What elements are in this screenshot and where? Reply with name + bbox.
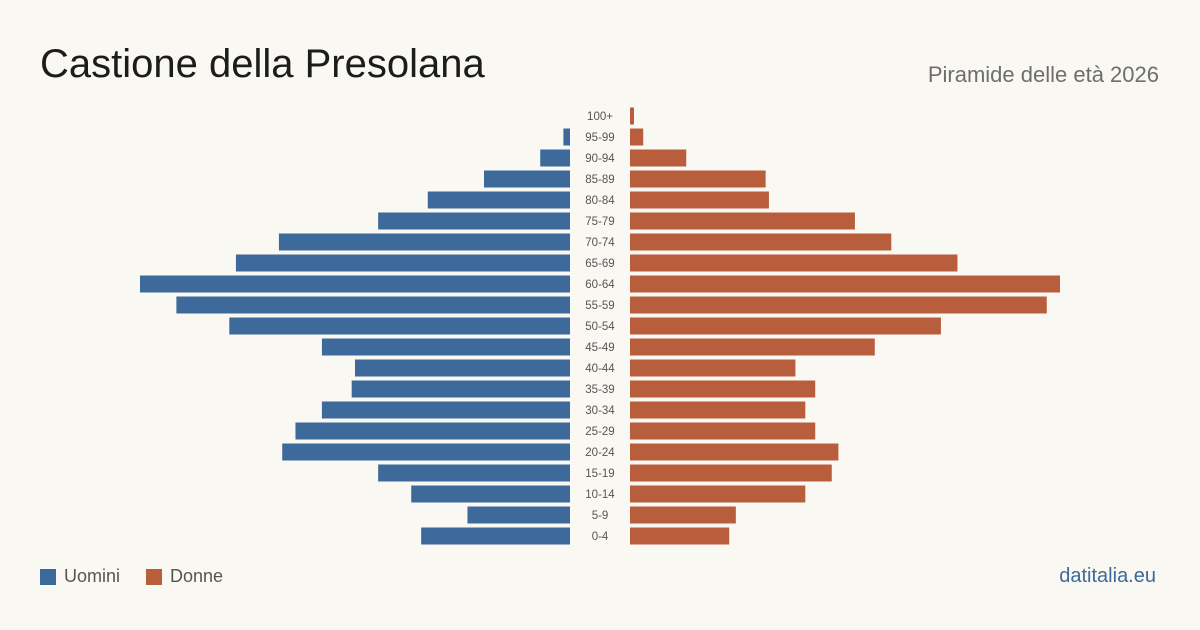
chart-subtitle: Piramide delle età 2026 [927, 62, 1159, 87]
bar-women-20-24 [630, 443, 839, 461]
legend-label-men: Uomini [64, 566, 121, 586]
age-label-5-9: 5-9 [592, 510, 609, 522]
bar-women-55-59 [630, 296, 1047, 314]
bar-women-60-64 [630, 275, 1060, 293]
bar-men-15-19 [378, 464, 570, 482]
bar-men-90-94 [540, 149, 570, 167]
bar-men-95-99 [563, 128, 570, 146]
bar-men-60-64 [140, 275, 570, 293]
bar-men-80-84 [427, 191, 570, 209]
bar-men-30-34 [321, 401, 570, 419]
bar-men-45-49 [321, 338, 570, 356]
age-label-100+: 100+ [587, 111, 613, 123]
bar-women-25-29 [630, 422, 816, 440]
chart-legend: Uomini Donne [40, 566, 223, 587]
bar-women-100+ [630, 107, 634, 125]
bar-women-30-34 [630, 401, 806, 419]
bar-women-0-4 [630, 527, 730, 545]
age-label-15-19: 15-19 [585, 468, 614, 480]
legend-swatch-men [40, 568, 56, 585]
age-label-90-94: 90-94 [585, 153, 615, 165]
age-label-30-34: 30-34 [585, 405, 615, 417]
bar-men-0-4 [421, 527, 570, 545]
bar-men-70-74 [278, 233, 570, 251]
legend-item-men: Uomini [40, 566, 120, 587]
age-label-35-39: 35-39 [585, 384, 614, 396]
age-label-65-69: 65-69 [585, 258, 614, 270]
bar-women-85-89 [630, 170, 766, 188]
bar-women-75-79 [630, 212, 855, 230]
age-label-60-64: 60-64 [585, 279, 615, 291]
bar-men-50-54 [229, 317, 571, 335]
bar-men-5-9 [467, 506, 570, 524]
bar-women-15-19 [630, 464, 832, 482]
age-label-85-89: 85-89 [585, 174, 614, 186]
bar-women-50-54 [630, 317, 941, 335]
bar-women-5-9 [630, 506, 736, 524]
bar-women-10-14 [630, 485, 806, 503]
age-label-50-54: 50-54 [585, 321, 615, 333]
bar-women-90-94 [630, 149, 687, 167]
bar-men-55-59 [176, 296, 570, 314]
age-label-0-4: 0-4 [592, 531, 609, 543]
age-label-40-44: 40-44 [585, 363, 615, 375]
bar-men-40-44 [355, 359, 570, 377]
age-label-80-84: 80-84 [585, 195, 615, 207]
source-credit: datitalia.eu [1059, 565, 1156, 587]
bar-men-65-69 [235, 254, 570, 272]
legend-swatch-women [146, 568, 163, 585]
page-title: Castione della Presolana [40, 42, 485, 86]
bar-women-65-69 [630, 254, 958, 272]
bar-women-35-39 [630, 380, 816, 398]
age-label-45-49: 45-49 [585, 342, 614, 354]
age-label-20-24: 20-24 [585, 447, 615, 459]
legend-label-women: Donne [170, 566, 224, 586]
bar-women-40-44 [630, 359, 796, 377]
bar-men-35-39 [351, 380, 570, 398]
age-label-95-99: 95-99 [585, 132, 614, 144]
bar-men-75-79 [378, 212, 570, 230]
bar-women-95-99 [630, 128, 644, 146]
age-label-75-79: 75-79 [585, 216, 614, 228]
bar-women-45-49 [630, 338, 875, 356]
legend-item-women: Donne [146, 566, 223, 587]
bar-men-85-89 [484, 170, 570, 188]
bar-men-20-24 [282, 443, 570, 461]
age-label-10-14: 10-14 [585, 489, 615, 501]
age-label-55-59: 55-59 [585, 300, 614, 312]
age-label-70-74: 70-74 [585, 237, 615, 249]
age-label-25-29: 25-29 [585, 426, 614, 438]
bar-men-25-29 [295, 422, 570, 440]
bar-women-70-74 [630, 233, 892, 251]
bar-men-10-14 [411, 485, 570, 503]
bar-women-80-84 [630, 191, 769, 209]
